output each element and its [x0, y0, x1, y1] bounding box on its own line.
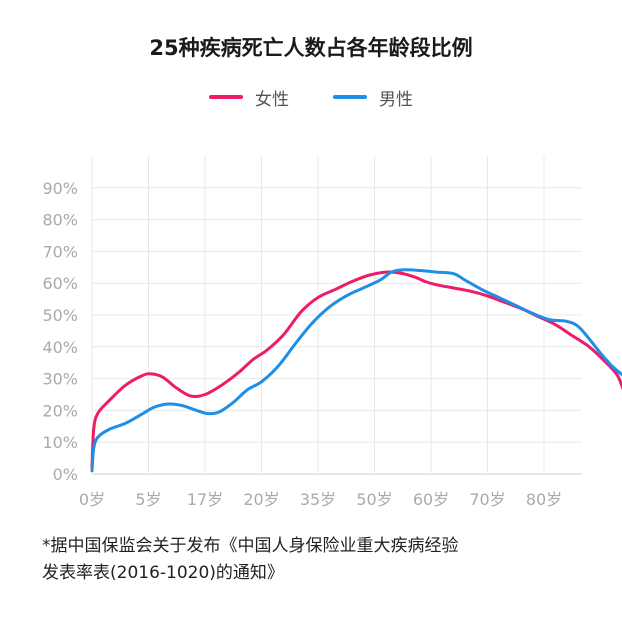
- chart-axes: 0% 10% 20% 30% 40% 50% 60% 70% 80% 90% 0岁 5岁 17岁 20岁 3…: [42, 179, 562, 509]
- chart-gridlines: [91, 156, 582, 475]
- legend-entry-male[interactable]: 男性: [333, 85, 413, 110]
- x-tick-label: 70岁: [469, 490, 505, 509]
- y-tick-label: 70%: [42, 242, 78, 261]
- x-tick-label: 60岁: [413, 490, 449, 509]
- x-tick-label: 5岁: [135, 490, 161, 509]
- series-line-male: [90, 268, 622, 473]
- legend-label-male: 男性: [379, 89, 413, 110]
- y-tick-label: 30%: [42, 370, 78, 389]
- y-tick-label: 80%: [42, 211, 78, 230]
- y-tick-label: 20%: [42, 401, 78, 420]
- chart-series: [90, 268, 622, 473]
- series-line-female: [90, 270, 622, 470]
- legend-label-female: 女性: [255, 89, 289, 110]
- x-tick-label: 50岁: [356, 490, 392, 509]
- chart-title: 25种疾病死亡人数占各年龄段比例: [149, 36, 473, 60]
- legend-swatch-female: [209, 95, 243, 99]
- x-tick-label: 35岁: [300, 490, 336, 509]
- line-chart: 0% 10% 20% 30% 40% 50% 60% 70% 80% 90% 0岁 5岁 17岁 20岁 3…: [42, 156, 622, 509]
- y-tick-label: 60%: [42, 274, 78, 293]
- y-tick-label: 50%: [42, 306, 78, 325]
- chart-legend: 女性 男性: [0, 84, 622, 110]
- y-tick-label: 90%: [42, 179, 78, 198]
- y-tick-label: 40%: [42, 338, 78, 357]
- footnote: *据中国保监会关于发布《中国人身保险业重大疾病经验 发表率表(2016-1020…: [42, 533, 602, 587]
- x-tick-label: 20岁: [243, 490, 279, 509]
- y-tick-label: 0%: [53, 465, 78, 484]
- x-tick-label: 17岁: [187, 490, 223, 509]
- x-tick-label: 0岁: [79, 490, 105, 509]
- footnote-line-2: 发表率表(2016-1020)的通知》: [42, 563, 284, 583]
- x-tick-label: 80岁: [526, 490, 562, 509]
- y-tick-label: 10%: [42, 433, 78, 452]
- legend-entry-female[interactable]: 女性: [209, 85, 289, 110]
- legend-swatch-male: [333, 95, 367, 99]
- footnote-line-1: *据中国保监会关于发布《中国人身保险业重大疾病经验: [42, 536, 459, 556]
